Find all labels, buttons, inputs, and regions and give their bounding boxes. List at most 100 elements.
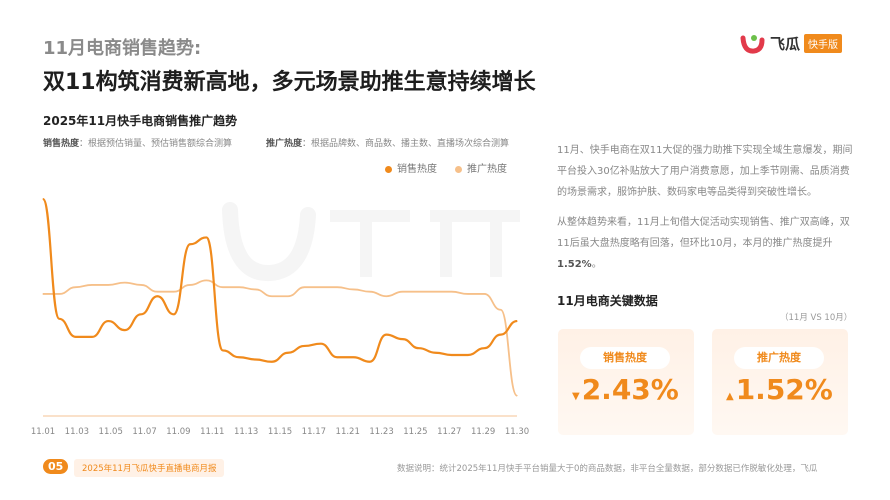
page-kicker: 11月电商销售趋势:	[43, 38, 202, 59]
data-note: 数据说明：统计2025年11月快手平台销量大于0的商品数据，非平台全量数据，部分…	[397, 464, 818, 474]
data-point	[352, 288, 355, 291]
promo-note-label: 推广热度	[266, 139, 303, 149]
data-point	[483, 347, 485, 349]
data-point	[42, 293, 44, 295]
data-point	[401, 291, 404, 293]
data-point	[189, 243, 191, 245]
legend-item-sales: 销售热度	[385, 160, 437, 175]
x-tick-label: 11.13	[234, 427, 258, 437]
arrow-down-icon: ▼	[572, 391, 580, 402]
sales-note: 销售热度：根据预估销量、预估销售额综合测算	[43, 136, 232, 149]
kpi-value-text: 1.52%	[735, 373, 833, 406]
summary-paragraph-1: 11月、快手电商在双11大促的强力助推下实现全域生意爆发，期间平台投入30亿补贴…	[557, 145, 853, 198]
kpi-value-text: 2.43%	[581, 373, 679, 406]
summary-paragraph-2: 从整体趋势来看，11月上旬借大促活动实现销售、推广双高峰，双11后虽大盘热度略有…	[557, 212, 857, 275]
data-point	[500, 334, 502, 336]
legend-swatch-sales	[385, 165, 392, 173]
data-point	[205, 236, 208, 239]
data-point	[385, 295, 387, 297]
x-tick-label: 11.01	[31, 427, 55, 437]
summary-highlight: 1.52%	[557, 259, 592, 270]
series-line-sales	[41, 197, 518, 363]
kpi-value: ▲1.52%	[726, 373, 833, 406]
data-point	[254, 358, 257, 361]
data-point	[271, 361, 273, 363]
chart-legend: 销售热度 推广热度	[385, 160, 507, 175]
summary-text: 从整体趋势来看，11月上旬借大促活动实现销售、推广双高峰，双11后虽大盘热度略有…	[557, 217, 850, 249]
kpi-label: 推广热度	[734, 347, 824, 369]
report-name: 2025年11月飞瓜快手直播电商月报	[74, 459, 225, 477]
data-point	[271, 295, 273, 297]
data-point	[303, 345, 306, 347]
data-point	[75, 286, 77, 288]
kpi-card-sales: 销售热度 ▼2.43%	[558, 329, 694, 435]
kpi-label: 销售热度	[580, 347, 670, 369]
data-point	[483, 293, 485, 295]
summary-end: 。	[591, 259, 602, 270]
x-tick-label: 11.03	[65, 427, 89, 437]
data-point	[352, 356, 355, 358]
data-point	[385, 334, 387, 336]
data-point	[516, 395, 518, 397]
data-point	[303, 286, 306, 288]
data-point	[107, 320, 109, 322]
arrow-up-icon: ▲	[726, 391, 734, 402]
data-point	[140, 313, 142, 315]
data-point	[254, 288, 257, 291]
x-tick-label: 11.11	[200, 427, 224, 437]
x-tick-label: 11.21	[336, 427, 360, 437]
data-point	[434, 352, 436, 354]
data-point	[418, 347, 420, 349]
legend-item-promo: 推广热度	[455, 160, 507, 175]
data-point	[369, 291, 371, 293]
x-tick-label: 11.25	[403, 427, 427, 437]
x-tick-label: 11.15	[268, 427, 292, 437]
chart-title: 2025年11月快手电商销售推广趋势	[43, 114, 238, 128]
series-line-promo	[43, 279, 518, 397]
data-point	[451, 291, 453, 293]
data-point	[91, 284, 93, 286]
data-point	[58, 293, 60, 295]
data-point	[173, 313, 175, 315]
data-point	[222, 286, 224, 288]
data-point	[320, 343, 322, 345]
data-point	[124, 282, 126, 284]
data-point	[287, 352, 289, 354]
logo-icon	[740, 35, 765, 54]
data-point	[238, 286, 240, 288]
legend-swatch-promo	[455, 165, 462, 173]
kpi-value: ▼2.43%	[572, 373, 679, 406]
data-point	[222, 349, 224, 352]
watermark	[222, 202, 520, 281]
page-number: 05	[43, 459, 69, 474]
data-point	[75, 336, 77, 338]
promo-note-desc: ：根据品牌数、商品数、播主数、直播场次综合测算	[302, 139, 510, 149]
x-tick-label: 11.29	[471, 427, 495, 437]
data-point	[287, 295, 289, 297]
data-point	[124, 329, 126, 331]
data-point	[401, 338, 404, 340]
key-data-title: 11月电商关键数据	[557, 294, 658, 308]
logo-badge: 快手版	[804, 33, 843, 53]
logo: 飞瓜 快手版	[740, 32, 843, 54]
x-tick-label: 11.17	[302, 427, 326, 437]
data-point	[156, 295, 159, 297]
data-point	[140, 284, 142, 286]
data-point	[467, 293, 469, 295]
legend-label-sales: 销售热度	[397, 164, 437, 175]
kpi-card-promo: 推广热度 ▲1.52%	[712, 329, 848, 435]
data-point	[173, 291, 175, 293]
data-point	[434, 291, 436, 293]
data-point	[500, 309, 502, 311]
data-point	[418, 291, 420, 293]
x-tick-label: 11.27	[437, 427, 461, 437]
line-chart: 11.01 11.03 11.05 11.07 11.09 11.11 11.13 11.15…	[31, 197, 529, 437]
data-point	[320, 286, 322, 288]
data-point	[336, 356, 338, 358]
key-data-subtitle: （11月 VS 10月）	[780, 313, 853, 323]
x-tick-label: 11.23	[369, 427, 393, 437]
data-point	[91, 336, 93, 338]
sales-note-label: 销售热度	[43, 139, 80, 149]
data-point	[451, 354, 453, 356]
legend-label-promo: 推广热度	[467, 164, 507, 175]
